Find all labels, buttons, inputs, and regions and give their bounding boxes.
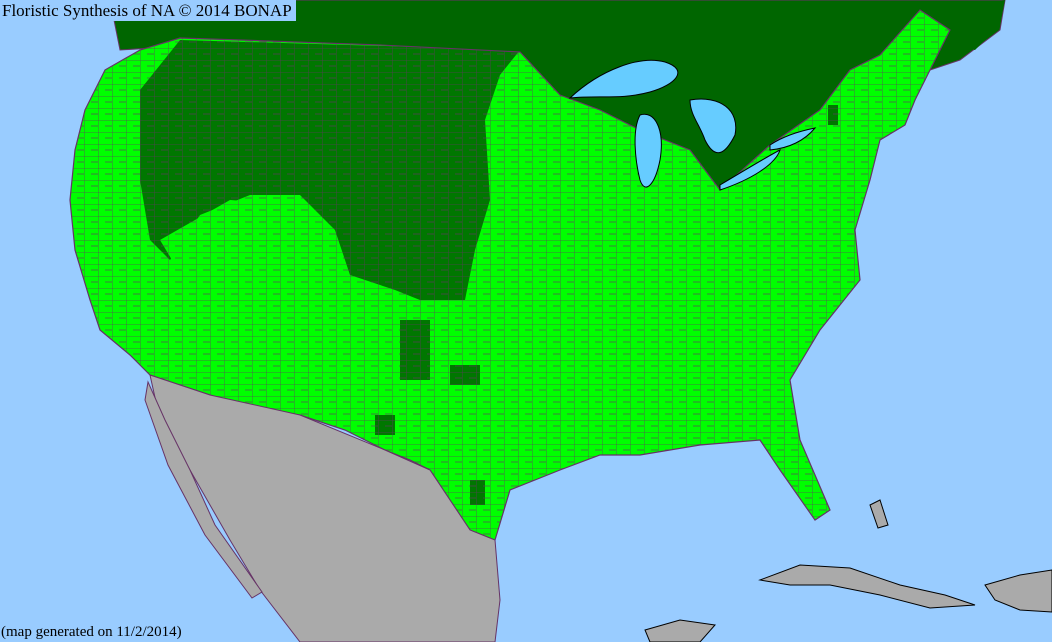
map-generated-date: (map generated on 11/2/2014) [1, 624, 182, 640]
lake-erie [719, 149, 781, 191]
baja-california [144, 380, 263, 599]
jamaica [644, 619, 716, 642]
lake-superior [568, 59, 679, 99]
lake-huron [689, 98, 737, 153]
mexico-region [149, 374, 501, 642]
great-lakes [568, 59, 817, 191]
newfoundland [945, 0, 1005, 50]
bahamas [869, 499, 889, 529]
cuba [758, 564, 976, 609]
lake-ontario [769, 127, 817, 151]
caribbean-islands [644, 499, 1052, 642]
hispaniola [984, 569, 1052, 613]
lake-michigan [634, 113, 662, 188]
map-title: Floristic Synthesis of NA © 2014 BONAP [0, 0, 296, 21]
